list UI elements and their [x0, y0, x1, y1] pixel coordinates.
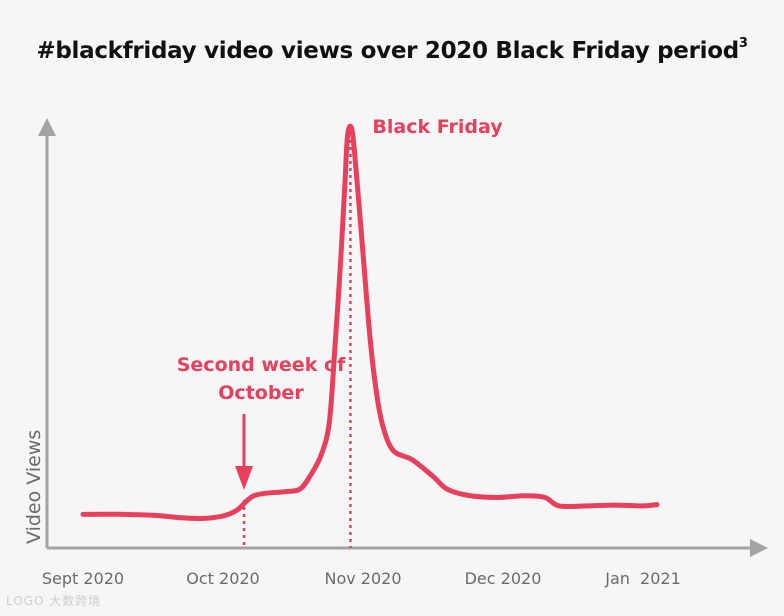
x-tick-labels: Sept 2020 Oct 2020 Nov 2020 Dec 2020 Jan 202… [42, 569, 681, 588]
annotations: Black Friday Second week of October [177, 116, 503, 548]
x-tick-label: Jan 2021 [604, 569, 681, 588]
black-friday-label: Black Friday [372, 116, 503, 138]
x-tick-label: Nov 2020 [324, 569, 401, 588]
title-footnote-marker: 3 [738, 36, 748, 52]
chart-title-text: #blackfriday video views over 2020 Black… [36, 38, 739, 64]
x-tick-label: Oct 2020 [186, 569, 259, 588]
x-tick-label: Sept 2020 [42, 569, 124, 588]
axes [38, 118, 768, 557]
video-views-series-line [80, 123, 660, 522]
series-group [80, 123, 660, 522]
y-axis-label: Video Views [23, 430, 45, 544]
second-week-october-arrow-head [235, 466, 253, 490]
y-axis-arrow [38, 118, 56, 136]
x-axis-arrow [750, 539, 768, 557]
x-tick-label: Dec 2020 [465, 569, 542, 588]
chart-title: #blackfriday video views over 2020 Black… [0, 36, 784, 64]
second-week-october-label-line: Second week of [177, 354, 346, 376]
second-week-october-label-line: October [218, 382, 304, 404]
watermark: LOGO 大数跨境 [6, 594, 102, 608]
